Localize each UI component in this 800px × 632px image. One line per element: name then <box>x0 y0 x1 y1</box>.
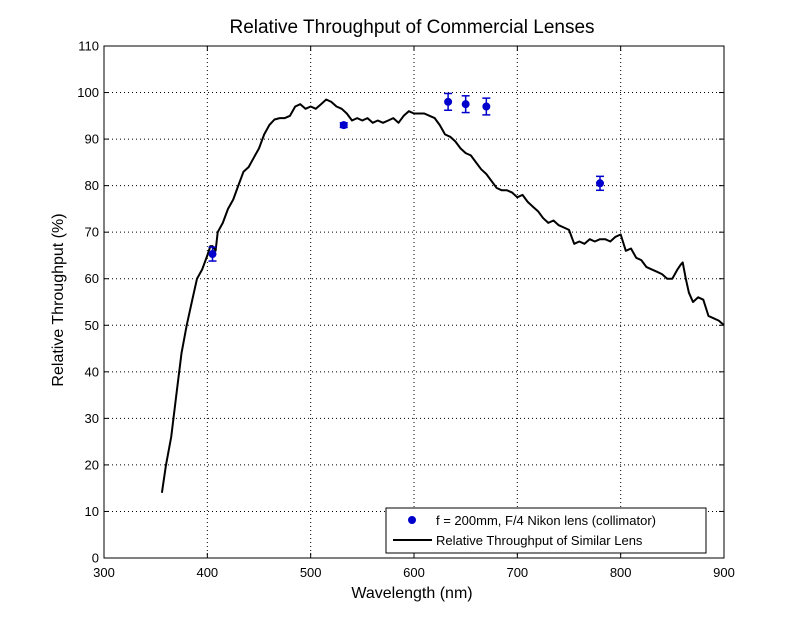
y-tick-label: 40 <box>85 364 99 379</box>
legend-entry-line-series: Relative Throughput of Similar Lens <box>393 533 643 548</box>
y-tick-label: 0 <box>92 551 99 566</box>
data-marker <box>208 250 217 259</box>
x-tick-label: 400 <box>196 565 218 580</box>
x-tick-label: 300 <box>93 565 115 580</box>
legend-box <box>385 507 707 554</box>
nikon-lens-data-point <box>444 92 453 111</box>
data-marker <box>596 179 604 188</box>
y-tick-label: 70 <box>85 225 99 240</box>
chart-title: Relative Throughput of Commercial Lenses <box>229 17 594 38</box>
nikon-lens-data-point <box>482 97 491 116</box>
chart-legend: f = 200mm, F/4 Nikon lens (collimator) R… <box>385 507 707 554</box>
x-tick-label: 900 <box>713 565 735 580</box>
x-axis-label: Wavelength (nm) <box>351 585 472 602</box>
x-tick-label: 700 <box>506 565 528 580</box>
y-tick-label: 50 <box>85 318 99 333</box>
nikon-lens-data-point <box>461 95 470 114</box>
y-axis-label: Relative Throughput (%) <box>50 213 67 386</box>
legend-label-line-series: Relative Throughput of Similar Lens <box>436 533 643 548</box>
data-marker <box>482 102 491 111</box>
data-marker <box>339 121 348 130</box>
data-marker <box>461 100 470 109</box>
y-tick-label: 110 <box>78 39 99 54</box>
x-tick-label: 500 <box>300 565 322 580</box>
legend-marker-symbol <box>408 516 416 524</box>
grid-layer <box>104 46 724 558</box>
nikon-lens-data-point <box>339 121 348 130</box>
legend-entry-marker-series: f = 200mm, F/4 Nikon lens (collimator) <box>408 513 656 528</box>
x-tick-label: 800 <box>610 565 632 580</box>
y-tick-label: 100 <box>77 85 99 100</box>
y-tick-label: 10 <box>85 504 99 519</box>
similar-lens-throughput-line <box>160 98 725 493</box>
y-tick-label: 20 <box>85 457 99 472</box>
data-marker <box>444 97 453 106</box>
x-tick-label: 600 <box>403 565 425 580</box>
nikon-lens-data-point <box>596 175 604 192</box>
series-layer <box>160 92 725 493</box>
ticks-layer: 300 400 500 600 700 800 900 0 10 20 30 40 50 60 70 80 90… <box>77 39 735 581</box>
legend-label-marker-series: f = 200mm, F/4 Nikon lens (collimator) <box>436 513 656 528</box>
y-tick-label: 60 <box>85 271 99 286</box>
y-tick-label: 90 <box>85 132 99 147</box>
y-tick-label: 80 <box>85 178 99 193</box>
nikon-lens-data-point <box>208 246 217 262</box>
y-tick-label: 30 <box>85 411 99 426</box>
